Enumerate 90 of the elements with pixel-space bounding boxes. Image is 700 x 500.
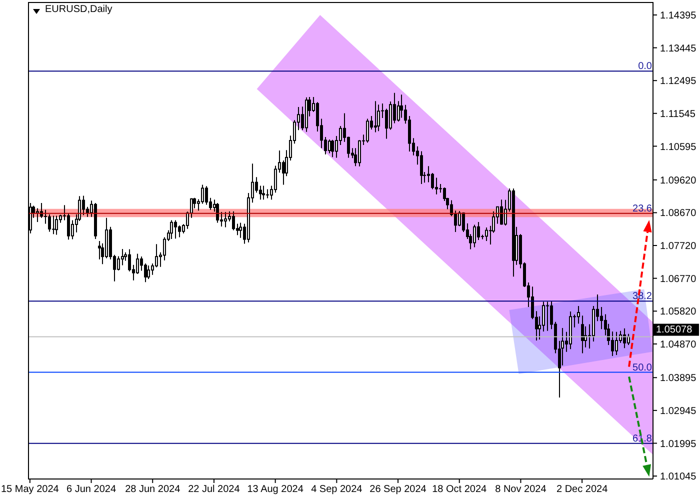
x-tick-label: 8 Nov 2024: [495, 484, 547, 496]
candlestick: [117, 256, 120, 271]
chart-title: EURUSD,Daily: [45, 4, 112, 16]
x-tick-label: 13 Aug 2024: [247, 484, 304, 496]
candlestick: [52, 215, 55, 235]
candlestick: [477, 222, 480, 240]
candlestick: [147, 265, 150, 280]
candlestick: [163, 236, 166, 261]
candlestick: [358, 140, 361, 167]
candlestick: [71, 220, 74, 240]
y-tick-label: 1.06770: [660, 274, 697, 285]
y-tick-label: 1.14395: [660, 10, 697, 22]
x-tick-label: 4 Sep 2024: [311, 484, 363, 496]
candlestick: [262, 185, 265, 200]
x-tick-label: 28 Jun 2024: [125, 484, 181, 496]
y-tick-label: 1.01045: [660, 472, 697, 483]
annotation: 38.2: [632, 291, 652, 302]
x-tick-label: 18 Oct 2024: [432, 484, 488, 496]
candlestick: [232, 210, 235, 231]
candlestick: [584, 326, 587, 348]
y-tick-label: 1.08670: [660, 208, 697, 220]
x-tick-label: 22 Jul 2024: [188, 484, 240, 496]
y-tick-label: 1.05820: [660, 306, 697, 318]
y-tick-label: 1.13445: [660, 43, 697, 54]
candlestick: [193, 197, 196, 209]
y-tick-label: 1.04870: [660, 340, 697, 350]
candlestick: [178, 224, 181, 238]
annotation: 0.0: [638, 61, 652, 72]
candlestick: [48, 214, 51, 232]
candlestick: [389, 100, 392, 130]
candlestick: [224, 212, 227, 228]
candlestick: [546, 301, 549, 332]
x-tick-label: 15 May 2024: [1, 484, 60, 496]
candlestick: [420, 150, 423, 185]
candlestick: [458, 210, 461, 227]
candlestick: [121, 248, 124, 266]
candlestick: [542, 301, 545, 332]
candlestick: [581, 315, 584, 354]
candlestick: [136, 253, 139, 274]
candlestick: [600, 306, 603, 330]
candlestick: [431, 172, 434, 190]
candlestick: [29, 202, 32, 234]
y-tick-label: 1.09620: [660, 175, 697, 186]
candlestick: [366, 118, 369, 144]
candlestick: [98, 240, 101, 260]
y-tick-label: 1.02945: [660, 406, 697, 417]
y-tick-label: 1.01995: [660, 438, 697, 450]
candlestick: [577, 305, 580, 324]
candlestick: [36, 208, 39, 223]
candlestick: [201, 184, 204, 204]
candlestick: [500, 199, 503, 226]
candlestick: [216, 202, 219, 224]
candlestick: [435, 177, 438, 195]
y-tick-label: 1.03895: [660, 373, 697, 384]
candlestick: [128, 248, 131, 272]
candlestick: [443, 186, 446, 202]
candlestick: [82, 195, 85, 216]
candlestick: [611, 331, 614, 357]
candlestick: [155, 244, 158, 268]
candlestick: [282, 160, 285, 186]
candlestick: [473, 224, 476, 248]
x-tick-label: 2 Dec 2024: [556, 484, 608, 496]
x-tick-label: 26 Sep 2024: [370, 484, 427, 496]
candlestick: [170, 220, 173, 240]
y-tick-label: 1.10595: [660, 142, 697, 153]
y-tick-label: 1.11545: [660, 108, 696, 120]
y-tick-label: 1.07720: [660, 241, 697, 252]
candlestick: [205, 186, 208, 206]
candlestick: [400, 94, 403, 118]
x-tick-label: 6 Jun 2024: [66, 484, 116, 496]
candlestick: [627, 333, 630, 346]
candlestick: [67, 212, 70, 240]
y-tick-label: 1.12495: [660, 76, 697, 88]
ref-line-label: 1.05078: [656, 324, 693, 336]
candlestick: [274, 165, 277, 194]
candlestick: [239, 222, 242, 238]
candlestick: [55, 215, 58, 236]
candlestick: [377, 104, 380, 132]
candlestick: [615, 331, 618, 356]
candlestick: [374, 100, 377, 133]
candlestick: [623, 328, 626, 349]
candlestick: [259, 185, 262, 200]
candlestick: [485, 227, 488, 242]
candlestick: [174, 220, 177, 240]
annotation: 23.6: [632, 203, 652, 214]
candlestick: [328, 138, 331, 154]
candlestick: [331, 139, 334, 158]
candlestick: [144, 262, 147, 283]
candlestick: [385, 108, 388, 140]
annotation: 50.0: [632, 362, 652, 374]
